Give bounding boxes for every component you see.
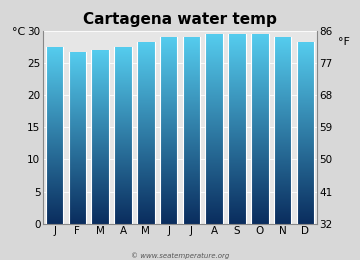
Y-axis label: °F: °F bbox=[338, 37, 350, 47]
Text: © www.seatemperature.org: © www.seatemperature.org bbox=[131, 252, 229, 259]
Y-axis label: °C: °C bbox=[12, 27, 25, 37]
Title: Cartagena water temp: Cartagena water temp bbox=[83, 12, 277, 27]
